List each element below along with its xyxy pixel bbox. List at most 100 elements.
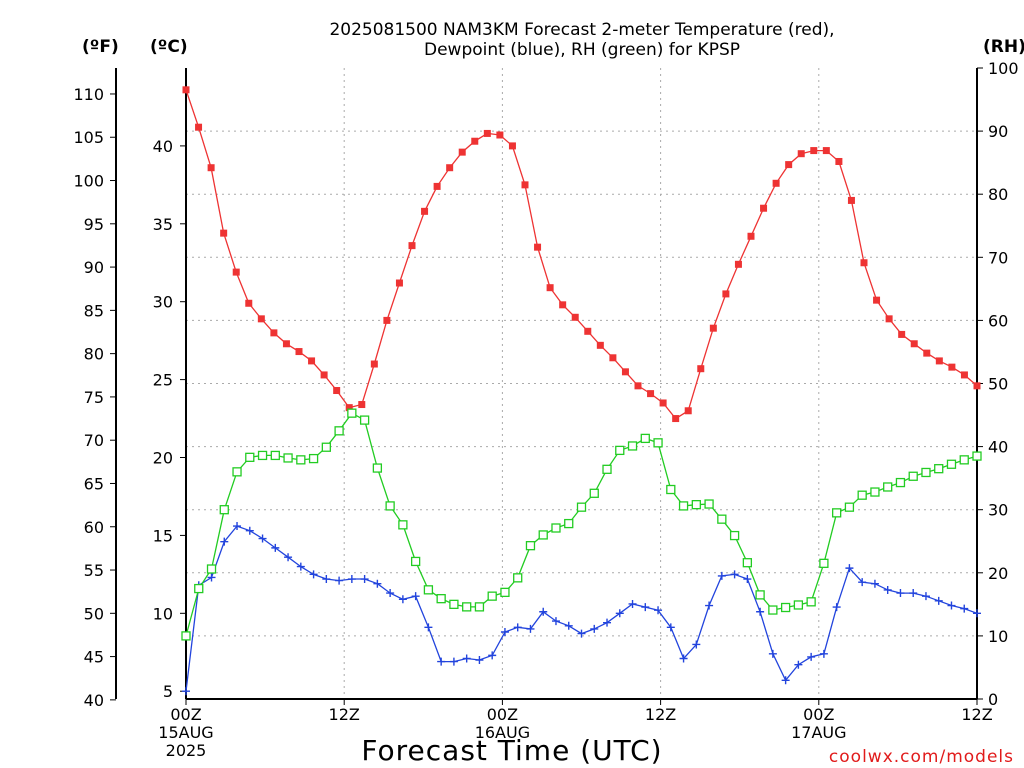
fahrenheit-tick-label: 100 — [73, 172, 104, 191]
dewpoint-point — [896, 589, 905, 598]
rh-point — [691, 500, 701, 510]
rh-point — [270, 450, 280, 461]
rh-tick-label: 80 — [988, 185, 1008, 204]
dewpoint-point — [182, 687, 190, 696]
rh-point — [385, 501, 395, 511]
temperature-point — [885, 315, 893, 323]
temperature-point — [973, 382, 981, 390]
rh-point — [793, 600, 804, 610]
temperature-point — [860, 259, 868, 267]
temperature-point — [295, 348, 303, 356]
dewpoint-point — [807, 652, 816, 661]
dewpoint-point — [603, 618, 612, 627]
rh-point — [296, 455, 306, 465]
temperature-line — [185, 89, 978, 420]
fahrenheit-tick-label: 90 — [84, 258, 104, 277]
rh-point — [410, 556, 421, 567]
dewpoint-point — [500, 628, 509, 637]
temperature-point — [345, 404, 353, 412]
temperature-point — [421, 207, 429, 215]
x-tick-label: 00Z — [487, 705, 518, 724]
temperature-point — [659, 399, 667, 407]
x-tick-label: 00Z — [170, 705, 201, 724]
dewpoint-point — [590, 624, 599, 633]
rh-point — [232, 467, 242, 477]
rh-unit-label: (RH) — [983, 37, 1024, 57]
rh-point — [742, 558, 753, 568]
rh-tick-label: 100 — [988, 59, 1019, 78]
dewpoint-point — [207, 573, 216, 582]
rh-tick-label: 50 — [988, 375, 1008, 394]
dewpoint-point — [870, 579, 879, 588]
temperature-point — [270, 329, 278, 337]
rh-point — [538, 530, 548, 540]
temperature-point — [584, 327, 592, 335]
dewpoint-point — [921, 592, 930, 601]
temperature-point — [257, 315, 265, 323]
temperature-point — [508, 142, 516, 150]
rh-point — [857, 490, 867, 500]
temperature-point — [785, 161, 793, 169]
temperature-point — [672, 415, 680, 423]
fahrenheit-tick-label: 80 — [84, 345, 104, 364]
x-tick-label: 16AUG — [475, 723, 530, 742]
dewpoint-point — [743, 575, 752, 584]
temperature-point — [634, 382, 642, 390]
dewpoint-point — [832, 603, 841, 612]
temperature-point — [709, 324, 717, 332]
x-tick-label: 12Z — [961, 705, 992, 724]
temperature-point — [471, 137, 479, 145]
dewpoint-point — [220, 537, 229, 546]
dewpoint-point — [794, 660, 803, 669]
temperature-point — [458, 148, 466, 156]
fahrenheit-tick-label: 70 — [84, 431, 104, 450]
rh-point — [768, 605, 778, 615]
celsius-tick-label: 15 — [153, 526, 173, 545]
rh-tick-label: 20 — [988, 564, 1008, 583]
x-tick-label: 2025 — [166, 741, 207, 760]
dewpoint-point — [947, 601, 956, 610]
rh-point — [589, 488, 599, 498]
rh-point — [181, 631, 191, 641]
rh-point — [640, 433, 650, 444]
temperature-point — [496, 131, 504, 139]
dewpoint-point — [551, 617, 560, 626]
rh-point — [959, 455, 969, 465]
dewpoint-point — [666, 623, 675, 632]
x-tick-label: 17AUG — [791, 723, 846, 742]
dewpoint-point — [654, 606, 663, 615]
dewpoint-point — [284, 553, 293, 562]
celsius-tick-label: 40 — [153, 137, 173, 156]
temperature-point — [308, 357, 316, 365]
dewpoint-point — [909, 589, 918, 598]
rh-tick-label: 60 — [988, 311, 1008, 330]
rh-point — [283, 453, 293, 463]
dewpoint-point — [883, 585, 892, 594]
temperature-point — [596, 341, 604, 349]
dewpoint-point — [526, 624, 535, 633]
temperature-point — [207, 164, 215, 172]
dewpoint-point — [296, 562, 305, 571]
dewpoint-point — [692, 640, 701, 649]
rh-point — [729, 530, 740, 541]
dewpoint-line — [185, 525, 978, 692]
dewpoint-point — [360, 575, 369, 584]
dewpoint-point — [615, 609, 624, 618]
temperature-point — [873, 296, 881, 304]
x-tick-label: 00Z — [803, 705, 834, 724]
fahrenheit-unit-label: (ºF) — [82, 37, 119, 57]
fahrenheit-tick-label: 40 — [84, 691, 104, 710]
dewpoint-point — [781, 676, 790, 685]
temperature-point — [722, 290, 730, 298]
temperature-point — [282, 340, 290, 348]
rh-point — [780, 602, 791, 613]
temperature-point — [483, 129, 491, 137]
dewpoint-point — [730, 570, 739, 579]
temperature-point — [935, 357, 943, 365]
rh-point — [347, 408, 357, 418]
rh-point — [678, 501, 689, 511]
dewpoint-point — [347, 575, 356, 584]
temperature-point — [609, 354, 617, 362]
x-tick-label: 12Z — [645, 705, 676, 724]
